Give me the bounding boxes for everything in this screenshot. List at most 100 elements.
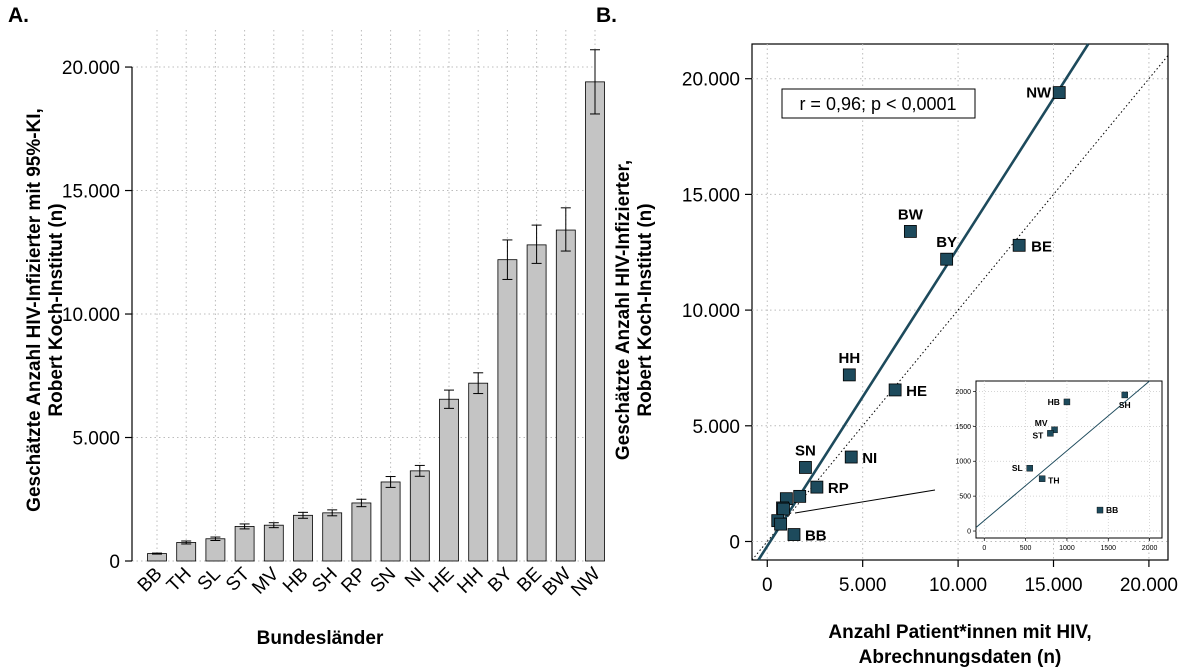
inset-x-tick-label: 2000	[1142, 545, 1158, 552]
inset-point-label-HB: HB	[1048, 397, 1060, 407]
inset-frame	[975, 380, 1163, 539]
inset-ticks: 0 500 1000 1500 2000 0 500 1000 1500 2000	[955, 389, 1157, 552]
point-RP	[810, 480, 824, 494]
panel-b-y-ticks: 0 5.000 10.000 15.000 20.000	[682, 70, 752, 553]
panel-b-y-tick-label: 20.000	[682, 70, 740, 91]
regression-line	[757, 43, 1090, 561]
x-tick-label-ST: ST	[222, 563, 254, 595]
x-tick-label-HB: HB	[279, 564, 313, 598]
panel-a-grid	[132, 30, 596, 562]
correlation-annotation: r = 0,96; p < 0,0001	[799, 94, 956, 114]
bar-HE	[439, 398, 459, 562]
panel-a-y-tick-label: 0	[109, 552, 120, 573]
inset-y-tick-label: 500	[959, 494, 971, 501]
inset-point-BB	[1096, 506, 1104, 514]
inset-point-label-MV: MV	[1035, 418, 1048, 428]
inset-points	[1026, 391, 1129, 514]
point-label-BE: BE	[1031, 238, 1052, 255]
point-HE	[888, 383, 902, 397]
panel-a-letter: A.	[8, 4, 29, 27]
x-tick-label-BE: BE	[513, 564, 546, 597]
inset-point-MV	[1051, 426, 1058, 434]
inset-x-tick-label: 500	[1020, 545, 1032, 552]
panel-b-x-tick-label: 15.000	[1024, 575, 1082, 596]
inset-point-ST	[1047, 430, 1054, 437]
bar-BE	[526, 244, 547, 562]
inset-point-HB	[1063, 398, 1071, 406]
panel-a: A. 0 5.000 10.000 15.000 20.000 BBTHSLSTMVHB…	[8, 4, 605, 649]
panel-b-lines	[751, 43, 1169, 561]
x-tick-label-HH: HH	[453, 564, 487, 598]
bar-SN	[380, 481, 401, 562]
x-tick-label-BW: BW	[539, 564, 576, 601]
bar-HB	[293, 514, 313, 562]
panel-a-bars	[147, 81, 605, 562]
panel-b-y-axis-label-line1: Geschätzte Anzahl HIV-Infizierter,	[613, 160, 634, 460]
inset-y-tick-label: 0	[967, 529, 971, 536]
panel-b-x-tick-label: 0	[762, 575, 773, 596]
panel-b-y-axis-label-line2: Robert Koch-Institut (n)	[635, 203, 656, 416]
inset-plot: SH HB MV ST SL TH BB 0 500 1000 1500 2000 0 500 1000 1…	[955, 380, 1163, 552]
point-label-BW: BW	[898, 206, 924, 223]
panel-a-y-tick-label: 20.000	[62, 58, 120, 79]
panel-b-x-tick-label: 20.000	[1120, 575, 1178, 596]
point-BB	[787, 528, 801, 541]
panel-b-x-tick-label: 5.000	[839, 575, 887, 596]
x-tick-label-NI: NI	[401, 564, 429, 592]
point-label-NW: NW	[1026, 85, 1052, 102]
point-label-RP: RP	[828, 480, 849, 497]
point-BE	[1012, 238, 1026, 252]
inset-point-label-TH: TH	[1048, 476, 1059, 486]
point	[774, 517, 788, 531]
bar-NI	[409, 470, 430, 562]
panel-b-letter: B.	[596, 4, 617, 27]
x-tick-label-HE: HE	[425, 564, 459, 598]
inset-x-tick-label: 1500	[1100, 545, 1116, 552]
inset-pointer-line	[794, 489, 936, 514]
panel-b-points	[771, 86, 1066, 541]
panel-b-y-tick-label: 15.000	[682, 185, 740, 206]
x-tick-label-SH: SH	[308, 564, 342, 598]
x-tick-label-NW: NW	[567, 564, 604, 601]
inset-grid	[976, 381, 1162, 538]
point-BW	[903, 225, 917, 238]
point-label-BB: BB	[805, 528, 827, 545]
panel-a-y-ticks: 0 5.000 10.000 15.000 20.000	[62, 58, 132, 573]
point-label-NI: NI	[862, 450, 877, 467]
panel-a-x-axis-label: Bundesländer	[257, 628, 384, 649]
point-label-HH: HH	[838, 350, 860, 367]
panel-b-x-axis-label-line1: Anzahl Patient*innen mit HIV,	[828, 622, 1091, 643]
point-HH	[842, 368, 856, 382]
panel-a-y-tick-label: 10.000	[62, 305, 120, 326]
inset-x-tick-label: 0	[982, 545, 986, 552]
point	[777, 502, 790, 516]
point-label-BY: BY	[936, 234, 957, 251]
bar-BW	[555, 229, 576, 562]
inset-y-tick-label: 1500	[955, 424, 971, 431]
panel-a-y-tick-label: 5.000	[72, 429, 120, 450]
panel-b-x-axis-label-line2: Abrechnungsdaten (n)	[859, 647, 1062, 668]
bar-TH	[176, 542, 197, 562]
panel-a-y-axis-label-line2: Robert Koch-Institut (n)	[46, 203, 67, 416]
inset-regression	[975, 380, 1150, 528]
panel-b-point-labels: NW BW BY BE HH HE NI SN RP BB	[795, 85, 1052, 545]
point-SN	[799, 461, 812, 474]
bar-NW	[585, 81, 605, 562]
panel-a-error-bars	[152, 49, 600, 555]
panel-b-y-tick-label: 5.000	[692, 417, 740, 438]
panel-b: B. NW BW BY BE HH HE NI SN RP BB 0 5.000 10.000 15.0…	[596, 4, 1178, 668]
inset-point-TH	[1038, 475, 1046, 482]
inset-point-label-BB: BB	[1106, 505, 1118, 515]
x-tick-label-TH: TH	[163, 564, 196, 597]
inset-y-tick-label: 1000	[955, 459, 971, 466]
bar-ST	[234, 526, 255, 562]
inset-point-label-SL: SL	[1012, 463, 1023, 473]
point-label-HE: HE	[906, 383, 927, 400]
bar-HH	[468, 382, 489, 562]
x-tick-label-SL: SL	[194, 564, 225, 595]
inset-x-tick-label: 1000	[1059, 545, 1075, 552]
bar-BB	[147, 553, 167, 562]
bar-SL	[205, 538, 226, 562]
